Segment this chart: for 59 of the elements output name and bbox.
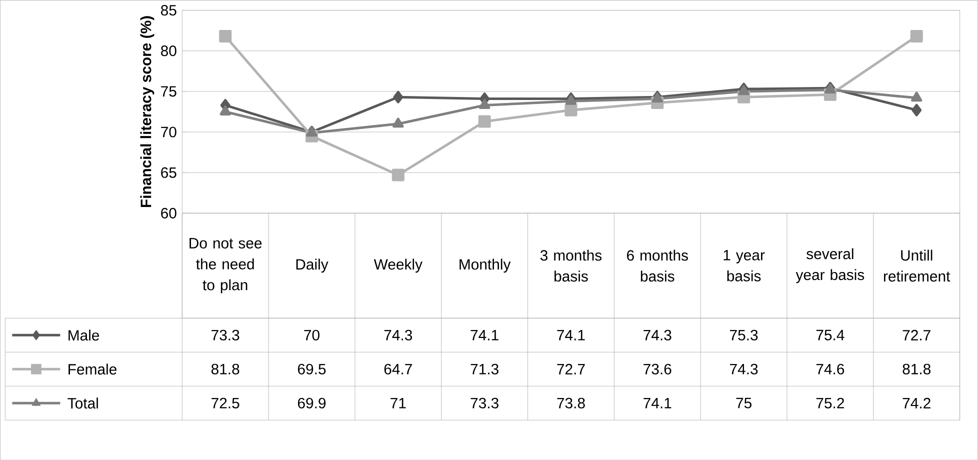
- point: [478, 115, 491, 128]
- data-label: 73.8: [557, 398, 585, 408]
- y-tick-label: 70: [161, 126, 176, 138]
- data-label: 74.3: [384, 330, 412, 340]
- x-tick-label: Do not see the need to plan: [190, 238, 262, 294]
- point: [910, 30, 923, 42]
- data-label: 73.6: [644, 364, 672, 374]
- data-label: 74.2: [902, 398, 930, 408]
- data-label: 75.3: [730, 330, 758, 340]
- data-label: 69.5: [298, 364, 326, 374]
- data-label: 72.7: [902, 330, 930, 340]
- y-tick-label: 80: [160, 45, 176, 56]
- data-label: 69.9: [298, 398, 326, 408]
- data-label: 74.1: [557, 330, 585, 340]
- x-tick-label: 1 year basis: [724, 250, 765, 282]
- legend-label: Total: [68, 397, 98, 408]
- x-tick-label: Monthly: [460, 258, 511, 272]
- data-label: 75: [736, 398, 752, 408]
- data-label: 71.3: [470, 364, 498, 374]
- data-label: 74.1: [644, 398, 672, 408]
- point: [738, 85, 750, 96]
- point: [219, 30, 232, 42]
- point: [392, 118, 404, 128]
- data-label: 74.1: [470, 330, 498, 340]
- point: [911, 92, 922, 102]
- data-label: 70: [304, 330, 320, 340]
- point: [565, 94, 577, 105]
- y-tick-label: 85: [160, 4, 176, 16]
- x-tick-label: 6 months basis: [627, 250, 688, 282]
- y-tick-label: 75: [161, 86, 176, 96]
- data-label: 75.4: [816, 330, 844, 340]
- legend-label: Female: [68, 363, 116, 374]
- x-tick-label: Untill retirement: [884, 250, 950, 282]
- data-label: 72.5: [212, 398, 240, 408]
- point: [392, 168, 404, 182]
- data-label: 74.6: [816, 364, 844, 374]
- y-tick-label: 65: [161, 167, 176, 178]
- x-tick-label: several year basis: [796, 248, 864, 283]
- point: [564, 104, 578, 116]
- y-tick-label: 60: [161, 208, 176, 218]
- x-tick-label: 3 months basis: [540, 250, 602, 282]
- data-label: 73.3: [470, 398, 498, 408]
- data-label: 75.2: [816, 398, 844, 408]
- point: [478, 98, 490, 109]
- y-axis-title: Financial literacy score (%): [140, 16, 154, 207]
- point: [393, 90, 404, 104]
- data-label: 71: [390, 398, 406, 408]
- data-label: 64.7: [384, 364, 412, 374]
- data-label: 74.3: [644, 330, 672, 340]
- legend-label: Male: [68, 330, 100, 340]
- data-label: 81.8: [902, 364, 930, 374]
- data-label: 74.3: [730, 364, 758, 374]
- point: [220, 105, 231, 116]
- point: [912, 104, 922, 116]
- data-label: 73.3: [212, 330, 240, 340]
- data-label: 81.8: [211, 364, 240, 374]
- x-tick-label: Daily: [296, 258, 328, 272]
- data-label: 72.7: [557, 364, 585, 374]
- x-tick-label: Weekly: [374, 258, 422, 272]
